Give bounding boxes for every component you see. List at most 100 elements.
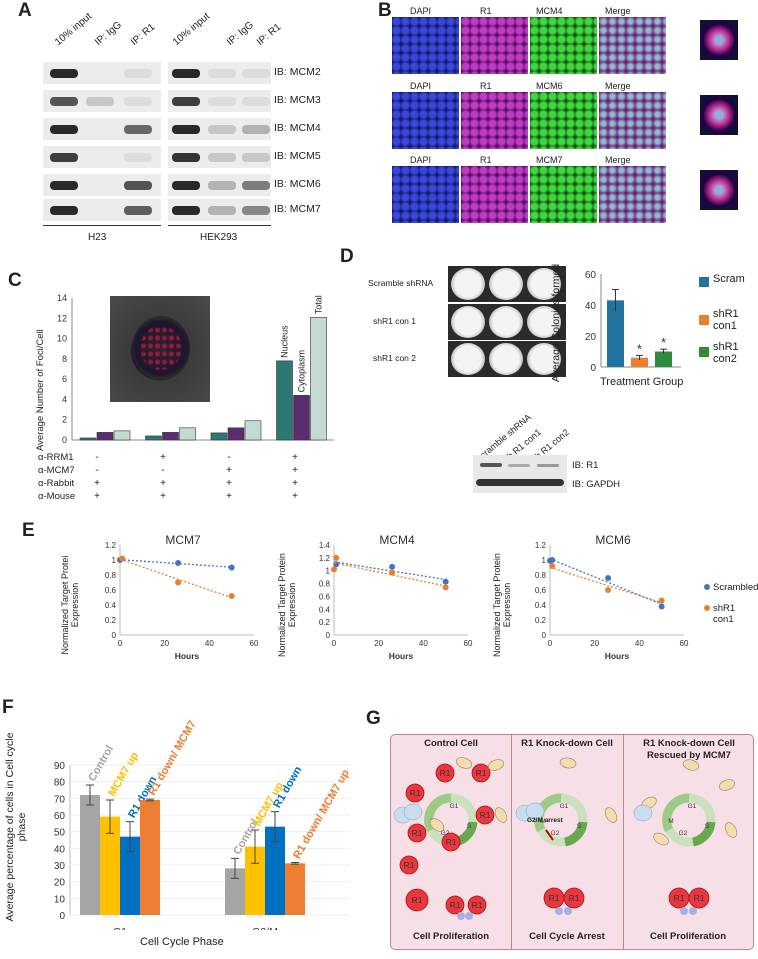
y-tick-label: 0.6 [319, 592, 331, 601]
micrograph [530, 17, 597, 74]
y-tick-label: 2 [62, 415, 67, 425]
row-label: α-MCM7 [38, 465, 75, 476]
bar [96, 432, 114, 441]
y-tick-label: 1 [542, 556, 547, 565]
panel-g-diagram: Control Cell R1 Knock-down Cell R1 Knock… [390, 734, 754, 950]
r1-protein [399, 855, 419, 875]
y-tick-label: 8 [62, 354, 67, 364]
western-blot-d [473, 455, 567, 493]
foci-image [110, 296, 210, 402]
bar [225, 868, 245, 915]
sign-cell: - [227, 452, 231, 463]
y-tick-label: 30 [54, 861, 66, 872]
data-point [442, 584, 449, 591]
phase-label: G1 [450, 803, 459, 810]
bar [79, 437, 97, 441]
blot-band [172, 181, 200, 190]
data-point [333, 554, 340, 561]
y-tick-label: 0 [542, 631, 547, 640]
micrograph [530, 92, 597, 149]
micrograph [599, 166, 666, 223]
legend-marker [704, 584, 710, 590]
r1-label: R1 [549, 893, 560, 903]
trend-line [549, 558, 662, 605]
panel-e-label: E [22, 520, 35, 541]
x-tick-label: 60 [680, 639, 689, 648]
bar [179, 427, 196, 441]
r1-protein [405, 783, 425, 803]
cell-footer: Cell Proliferation [649, 931, 726, 942]
y-tick-label: 0.2 [319, 618, 331, 627]
chart-d: 0 20 40 60 * * [585, 270, 681, 374]
phase-label: S [467, 823, 472, 830]
r1-label: R1 [674, 893, 685, 903]
well [527, 268, 561, 300]
sign-cell: + [160, 491, 166, 502]
y-tick-label: 0 [326, 631, 331, 640]
chart-title: MCM4 [379, 533, 415, 547]
y-tick-label: 60 [54, 811, 66, 822]
blot-band [208, 69, 236, 78]
data-point [549, 563, 556, 569]
y-tick-label: 12 [57, 313, 67, 323]
micrograph [599, 92, 666, 149]
cell-cycle-diagram: G1 S G2 M R1 R1 R1 R1 R1 R1 R1 R1 R1 R1 G1 S G2 M R1 R1 G1 S G… [393, 757, 738, 920]
bar [276, 360, 293, 441]
y-axis-label: Average Colonies formed [550, 263, 562, 383]
lane-label: 10% input [52, 10, 95, 48]
y-tick-label: 0.8 [535, 571, 547, 580]
divider [43, 225, 161, 226]
data-point [389, 563, 396, 570]
bar-label: Nucleus [280, 325, 290, 358]
sign-cell: - [95, 452, 99, 463]
r2-protein [457, 912, 465, 920]
y-tick-label: 1 [326, 567, 331, 576]
y-tick-label: 0.8 [105, 571, 117, 580]
stain-label: Merge [605, 155, 631, 165]
micrograph [392, 166, 459, 223]
stain-label: MCM4 [536, 6, 563, 16]
y-tick-label: 10 [57, 334, 67, 344]
r1-label: R1 [446, 837, 457, 847]
plate-label: shR1 con 1 [373, 316, 416, 326]
well [527, 343, 561, 375]
mcm-protein [559, 757, 577, 769]
x-tick-label: 0 [548, 639, 553, 648]
x-tick-label: 0 [118, 639, 123, 648]
legend-label: Scrambled [713, 582, 758, 593]
r1-protein [688, 887, 710, 909]
well [451, 268, 485, 300]
mcm-protein [455, 757, 473, 769]
y-tick-label: 40 [585, 301, 597, 312]
bar [162, 432, 179, 441]
well [451, 306, 485, 338]
phase-arc [563, 821, 588, 847]
blot-band [172, 97, 200, 106]
micrograph [392, 17, 459, 74]
r1-label: R1 [404, 860, 415, 870]
sign-cell: + [292, 452, 298, 463]
row-label: α-Mouse [38, 491, 76, 502]
well [451, 343, 485, 375]
mcm-protein [718, 779, 736, 791]
blot-band [86, 97, 114, 106]
chart-title: MCM7 [165, 533, 201, 547]
well [489, 268, 523, 300]
y-tick-label: 0.2 [535, 616, 547, 625]
chart-e-mcm4: MCM4 0 0.2 0.4 0.6 0.8 1 1.2 1.4 0 20 40 60 Hours [319, 533, 473, 660]
stain-label: Merge [605, 6, 631, 16]
bar-label: R1 down/ MCM7 up [146, 720, 207, 798]
stain-label: DAPI [410, 155, 432, 165]
y-tick-label: 0 [62, 435, 67, 445]
x-tick-label: 20 [374, 639, 383, 648]
data-point [549, 557, 556, 563]
blot-band [242, 69, 270, 78]
blot-strip [43, 118, 161, 140]
well [489, 343, 523, 375]
y-tick-label: 1 [112, 556, 117, 565]
blot-band [242, 125, 270, 134]
data-point [175, 579, 182, 586]
x-tick-label: 0 [332, 639, 337, 648]
sign-cell: + [292, 491, 298, 502]
x-tick-label: 20 [590, 639, 599, 648]
